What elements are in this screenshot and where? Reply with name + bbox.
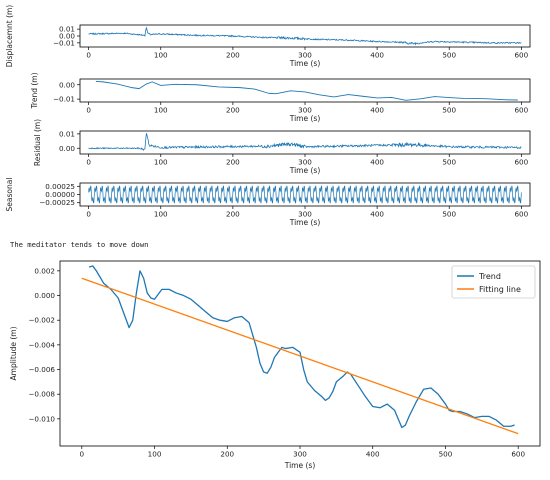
x-tick-label: 0 [86,210,91,219]
chart-main: 0 100 200 300 400 500 600 0.002 0.000 −0.002 −0.00… [9,260,541,470]
plot-frame-resid [79,130,531,155]
x-tick-label: 0 [80,450,85,459]
x-tick-label: 200 [226,106,240,115]
y-axis-label: Residual (m) [33,119,42,166]
x-tick-label: 600 [511,450,525,459]
x-tick-label: 200 [226,158,240,167]
x-axis-label: Time (s) [289,218,321,227]
y-tick-label: −0.006 [28,365,55,374]
y-axis-label: Displacemnt (m) [5,5,14,68]
legend: Trend Fitting line [451,265,536,299]
legend-label: Fitting line [479,285,521,294]
x-tick-label: 500 [442,51,456,60]
y-tick-label: 0.00 [59,80,75,89]
chart-seasonal: 0 100 200 300 400 500 600 0.000250.00000−0.0002… [5,178,531,227]
x-tick-label: 300 [298,158,312,167]
series-line-main-0 [88,265,515,429]
legend-label: Trend [478,272,501,281]
x-axis-label: Time (s) [289,114,321,123]
y-tick-label: −0.004 [28,340,55,349]
x-tick-label: 100 [154,106,168,115]
x-tick-label: 100 [154,158,168,167]
caption-text: The meditator tends to move down [10,240,148,249]
x-tick-label: 500 [442,210,456,219]
y-axis-label: Seasonal [5,178,14,212]
y-tick-label: 0.00 [59,144,75,153]
x-tick-label: 300 [298,51,312,60]
x-tick-label: 0 [86,51,91,60]
x-tick-label: 600 [514,210,528,219]
y-tick-label: −0.008 [28,390,55,399]
x-tick-label: 600 [514,106,528,115]
x-tick-label: 400 [370,106,384,115]
x-tick-label: 100 [148,450,162,459]
y-tick-label: 0.01 [59,129,75,138]
chart-disp: 0 100 200 300 400 500 600 0.010.00−0.01 Time (s)… [5,5,531,68]
series-line-resid [88,133,522,152]
x-tick-label: 300 [298,106,312,115]
x-tick-label: 200 [220,450,234,459]
x-axis-label: Time (s) [289,59,321,68]
y-axis-label: Trend (m) [30,72,39,109]
x-tick-label: 100 [154,51,168,60]
y-tick-label: −0.01 [53,95,75,104]
chart-trend: 0 100 200 300 400 500 600 0.00 −0.01 Time (s) Tren… [30,72,531,123]
x-tick-label: 400 [370,210,384,219]
series-line-trend-0 [95,80,518,101]
series-line-seasonal [88,185,522,204]
x-axis-label: Time (s) [284,461,316,470]
x-tick-label: 100 [154,210,168,219]
x-tick-label: 400 [370,158,384,167]
x-tick-label: 500 [439,450,453,459]
x-tick-label: 400 [370,51,384,60]
y-tick-label: 0.00000 [45,190,75,199]
y-tick-label: −0.01 [53,38,75,47]
y-tick-label: 0.000 [34,291,55,300]
x-tick-label: 600 [514,158,528,167]
x-tick-label: 300 [298,210,312,219]
y-tick-label: 0.00025 [45,182,75,191]
y-tick-label: −0.00025 [39,198,75,207]
x-tick-label: 400 [366,450,380,459]
x-tick-label: 300 [293,450,307,459]
x-tick-label: 500 [442,106,456,115]
x-axis-label: Time (s) [289,166,321,175]
x-tick-label: 200 [226,210,240,219]
y-axis-label: Amplitude (m) [9,326,18,380]
chart-resid: 0 100 200 300 400 500 600 0.01 0.00 Time (s) Resid… [33,119,531,175]
y-tick-label: −0.010 [28,414,55,423]
y-tick-label: 0.002 [34,266,55,275]
x-tick-label: 500 [442,158,456,167]
series-line-main-1 [81,277,519,435]
y-tick-label: −0.002 [28,316,55,325]
y-tick-label: 0.00 [59,32,75,41]
plot-frame-disp [79,24,531,48]
x-tick-label: 200 [226,51,240,60]
x-tick-label: 0 [86,158,91,167]
x-tick-label: 0 [86,106,91,115]
x-tick-label: 600 [514,51,528,60]
y-tick-label: 0.01 [59,25,75,34]
series-line-disp [88,26,522,46]
